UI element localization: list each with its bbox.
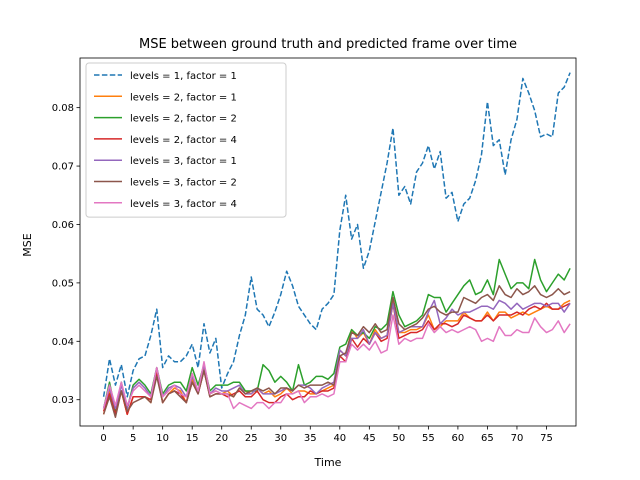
x-tick-label: 5: [130, 433, 136, 444]
legend: levels = 1, factor = 1 levels = 2, factor…: [85, 62, 287, 218]
x-tick-label: 75: [540, 433, 553, 444]
x-tick-label: 60: [452, 433, 465, 444]
x-tick-label: 15: [186, 433, 199, 444]
series-line-3: [102, 258, 571, 413]
y-tick-label: 0.07: [52, 162, 74, 173]
x-tick-label: 40: [333, 433, 346, 444]
legend-label-5: levels = 3, factor = 1: [130, 156, 237, 167]
y-tick-label: 0.03: [52, 395, 74, 406]
legend-label-2: levels = 2, factor = 1: [130, 92, 237, 103]
legend-frame: [85, 62, 287, 218]
series-line-7: [102, 314, 571, 410]
y-tick-label: 0.05: [52, 278, 74, 289]
series-layer: [102, 72, 571, 418]
x-tick-label: 55: [422, 433, 435, 444]
axes-layer: 0 5 10 15 20 25 30 35 40 45 50 55 60 65 70 75 0.03 0.04 0.…: [52, 57, 577, 444]
x-tick-label: 35: [304, 433, 317, 444]
legend-label-6: levels = 3, factor = 2: [130, 178, 237, 189]
x-axis-title: Time: [314, 456, 342, 469]
x-tick-label: 50: [392, 433, 405, 444]
series-line-1: [102, 72, 571, 398]
x-tick-label: 0: [100, 433, 106, 444]
legend-label-3: levels = 2, factor = 2: [130, 114, 237, 125]
legend-label-4: levels = 2, factor = 4: [130, 135, 237, 146]
x-tick-label: 30: [274, 433, 287, 444]
y-tick-label: 0.06: [52, 220, 74, 231]
y-tick-label: 0.04: [52, 337, 74, 348]
y-tick-label: 0.08: [52, 103, 74, 114]
series-line-5: [102, 299, 571, 410]
plot-frame: [79, 57, 577, 427]
x-tick-label: 10: [156, 433, 169, 444]
legend-label-1: levels = 1, factor = 1: [130, 71, 237, 82]
series-line-6: [102, 285, 571, 418]
x-tick-label: 45: [363, 433, 376, 444]
y-axis-title: MSE: [21, 233, 34, 256]
x-tick-label: 20: [215, 433, 228, 444]
x-tick-label: 25: [245, 433, 258, 444]
x-tick-label: 65: [481, 433, 494, 444]
chart-title: MSE between ground truth and predicted f…: [139, 37, 517, 52]
legend-label-7: levels = 3, factor = 4: [130, 199, 237, 210]
x-tick-label: 70: [511, 433, 524, 444]
